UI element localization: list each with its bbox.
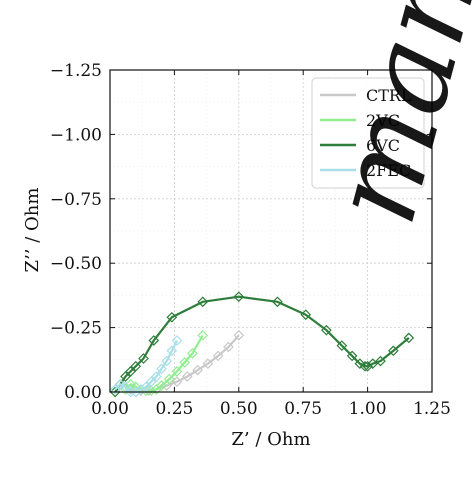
data-point [388, 345, 399, 357]
data-point [403, 332, 415, 344]
watermark: manus [304, 0, 474, 238]
data-point [192, 364, 203, 376]
data-point [171, 376, 183, 388]
data-point [321, 324, 332, 336]
data-point [202, 358, 214, 370]
data-point [359, 360, 371, 372]
legend: CTRL 2VC 6VC 2FEC [311, 77, 425, 189]
data-point [145, 376, 157, 388]
data-point [179, 357, 191, 368]
data-point [125, 378, 136, 390]
data-point [367, 358, 379, 370]
data-point [346, 350, 358, 362]
series-layer [109, 291, 415, 398]
y-tick-label: 0.00 [64, 383, 102, 403]
data-point [171, 335, 183, 346]
data-point [336, 340, 348, 351]
y-tick-label: −1.25 [50, 61, 102, 81]
data-point [197, 329, 209, 341]
series-6vc [109, 291, 415, 398]
x-tick-label: 0.50 [220, 399, 258, 419]
data-point [362, 360, 373, 372]
data-point [135, 384, 147, 395]
data-point [140, 381, 152, 393]
series-2fec [109, 335, 183, 398]
plot-frame [109, 69, 433, 393]
legend-label: CTRL [366, 86, 412, 105]
data-point [156, 380, 167, 391]
legend-item-ctrl: CTRL [320, 86, 412, 105]
data-point [223, 341, 234, 353]
series-line [114, 339, 178, 394]
data-point [166, 345, 178, 357]
data-point [375, 355, 386, 367]
data-point [148, 335, 160, 346]
data-point [151, 371, 162, 382]
data-point [354, 358, 366, 370]
y-axis-label: Z’’ / Ohm [22, 188, 43, 273]
legend-item-2fec: 2FEC [320, 161, 411, 180]
x-tick-label: 0.75 [284, 399, 322, 419]
legend-box [311, 77, 425, 189]
y-tick-label: −1.00 [50, 125, 102, 145]
x-axis-label: Z’ / Ohm [231, 429, 310, 450]
data-point [130, 360, 142, 372]
data-point [156, 363, 167, 375]
axes: 0.00 0.25 0.50 0.75 1.00 1.25 0.00 −0.25 −0.50 −0… [50, 61, 451, 419]
legend-label: 6VC [366, 136, 400, 155]
data-point [187, 348, 198, 359]
x-tick-label: 0.25 [155, 399, 193, 419]
data-point [125, 366, 136, 377]
data-point [109, 384, 121, 395]
x-tick-label: 1.25 [413, 399, 451, 419]
data-point [120, 381, 131, 393]
legend-label: 2VC [366, 111, 400, 130]
data-point [272, 296, 283, 308]
data-point [138, 353, 149, 364]
data-point [233, 291, 245, 303]
legend-item-2vc: 2VC [320, 111, 400, 130]
data-point [181, 371, 193, 382]
data-point [130, 386, 142, 398]
data-point [300, 309, 312, 321]
y-tick-label: −0.50 [50, 254, 102, 274]
y-tick-label: −0.75 [50, 190, 102, 210]
data-point [233, 329, 245, 341]
legend-item-6vc: 6VC [320, 136, 400, 155]
data-point [163, 373, 175, 385]
data-point [212, 350, 224, 362]
data-point [166, 311, 178, 323]
x-tick-label: 0.00 [91, 399, 129, 419]
data-point [161, 355, 173, 367]
x-tick-label: 1.00 [349, 399, 387, 419]
data-point [114, 378, 126, 390]
data-point [197, 296, 209, 308]
data-point [171, 366, 183, 377]
data-point [120, 371, 131, 382]
y-tick-label: −0.25 [50, 319, 102, 339]
legend-label: 2FEC [366, 161, 411, 180]
